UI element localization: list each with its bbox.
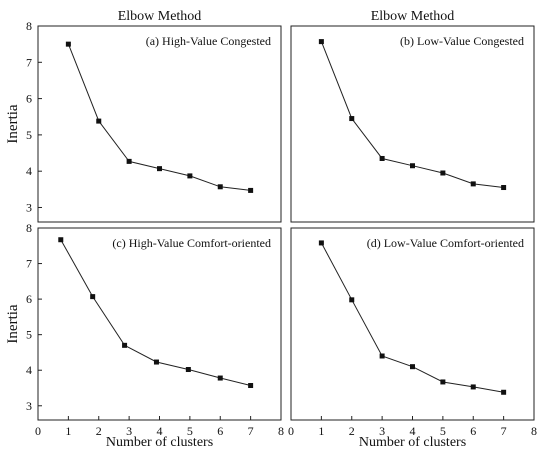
plot-frame	[290, 25, 535, 223]
x-tick-label: 4	[410, 424, 416, 438]
data-point	[58, 237, 64, 243]
x-tick-label: 2	[96, 424, 102, 438]
y-tick-label: 5	[26, 128, 32, 142]
data-point	[157, 166, 162, 172]
y-axis-label: Inertia	[5, 104, 21, 143]
x-tick-label: 5	[440, 424, 446, 438]
x-tick-label: 0	[35, 424, 41, 438]
data-point	[349, 116, 355, 122]
panel-annotation: (d) Low-Value Comfort-oriented	[367, 236, 524, 250]
x-tick-label: 8	[278, 424, 284, 438]
data-point	[379, 353, 385, 359]
data-point	[501, 389, 507, 395]
y-tick-label: 4	[26, 164, 32, 178]
y-tick-label: 7	[26, 257, 32, 271]
data-point	[126, 158, 132, 164]
chart-title: Elbow Method	[118, 9, 202, 24]
y-tick-label: 4	[26, 363, 32, 377]
x-tick-label: 5	[187, 424, 193, 438]
data-point	[349, 297, 355, 303]
series-line	[320, 242, 504, 393]
panel-annotation: (c) High-Value Comfort-oriented	[112, 236, 271, 250]
panel-a: Elbow Method (a) High-Value Congested 3 4 5 6…	[5, 9, 282, 223]
x-tick-label: 3	[126, 424, 132, 438]
data-point	[217, 375, 223, 381]
data-point	[318, 240, 324, 246]
y-tick-label: 6	[26, 92, 32, 106]
data-point	[153, 359, 159, 365]
data-point	[501, 185, 507, 191]
y-tick-label: 7	[26, 55, 32, 69]
data-point	[379, 155, 385, 161]
x-tick-label: 7	[248, 424, 254, 438]
plot-frame	[37, 227, 282, 421]
y-tick-label: 3	[26, 200, 32, 214]
data-point	[248, 383, 254, 389]
data-point	[217, 184, 223, 190]
x-tick-label: 3	[379, 424, 385, 438]
y-tick-label: 8	[26, 221, 32, 235]
x-tick-label: 0	[288, 424, 294, 438]
data-point	[96, 118, 102, 124]
x-tick-label: 8	[531, 424, 537, 438]
x-tick-label: 4	[157, 424, 163, 438]
x-tick-label: 6	[217, 424, 223, 438]
data-point	[470, 181, 476, 187]
data-point	[248, 187, 254, 193]
x-tick-label: 6	[470, 424, 476, 438]
panel-d: (d) Low-Value Comfort-oriented 0 1 2 3 4 5 6 7 8 N…	[288, 227, 537, 450]
x-axis-label: Number of clusters	[359, 435, 466, 450]
x-tick-label: 1	[318, 424, 324, 438]
data-point	[65, 41, 71, 47]
data-point	[470, 384, 476, 390]
data-point	[318, 39, 324, 45]
y-axis-label: Inertia	[5, 304, 21, 343]
data-point	[187, 173, 193, 179]
x-tick-label: 2	[349, 424, 355, 438]
data-point	[90, 294, 96, 300]
data-point	[410, 163, 415, 169]
y-tick-label: 6	[26, 292, 32, 306]
y-tick-label: 5	[26, 328, 32, 342]
panel-c: (c) High-Value Comfort-oriented 3 4 5 6 7 8 0 1 2…	[5, 221, 284, 450]
data-point	[185, 367, 191, 373]
y-tick-label: 3	[26, 399, 32, 413]
data-point	[440, 379, 446, 385]
panel-annotation: (a) High-Value Congested	[146, 34, 271, 48]
x-axis-label: Number of clusters	[106, 435, 213, 450]
y-tick-label: 8	[26, 19, 32, 33]
panel-b: Elbow Method (b) Low-Value Congested	[290, 9, 535, 223]
x-tick-label: 7	[501, 424, 507, 438]
plot-frame	[37, 25, 282, 223]
data-point	[440, 170, 446, 176]
data-point	[122, 342, 128, 348]
data-point	[410, 364, 415, 370]
panel-annotation: (b) Low-Value Congested	[400, 34, 524, 48]
chart-title: Elbow Method	[371, 9, 455, 24]
x-tick-label: 1	[65, 424, 71, 438]
